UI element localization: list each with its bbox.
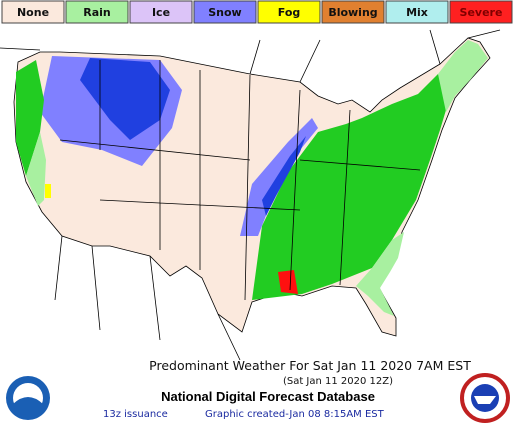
nws-logo (460, 373, 510, 423)
legend-swatch (193, 0, 257, 24)
legend-swatch (129, 0, 193, 24)
rain-west (16, 60, 44, 176)
legend-swatch (385, 0, 449, 24)
fog-area (45, 184, 51, 198)
legend-label: Ice (152, 6, 170, 19)
rain-light-west (26, 132, 46, 206)
rain-light-east (356, 232, 404, 316)
legend-swatch (65, 0, 129, 24)
legend-swatch (321, 0, 385, 24)
map-title: Predominant Weather For Sat Jan 11 2020 … (149, 358, 471, 373)
noaa-logo (6, 376, 50, 420)
database-name: National Digital Forecast Database (161, 389, 375, 404)
map (0, 29, 501, 361)
legend-label: Fog (278, 6, 301, 19)
issuance: 13z issuance (103, 409, 168, 420)
snow-band-dark (262, 136, 306, 216)
legend-swatch (1, 0, 65, 24)
legend-label: None (17, 6, 49, 19)
legend-label: Snow (208, 6, 241, 19)
mexico-border (54, 235, 241, 361)
legend-label: Severe (460, 6, 503, 19)
legend-label: Rain (83, 6, 111, 19)
legend-swatch (257, 0, 321, 24)
rain-east (252, 74, 452, 300)
legend-label: Blowing (328, 6, 377, 19)
map-subtitle: (Sat Jan 11 2020 12Z) (283, 376, 393, 387)
canada-border (0, 29, 501, 83)
legend: None Rain Ice Snow Fog Blowing Mix Severe (1, 0, 513, 24)
rain-light-ne (438, 40, 488, 112)
snow-west-dark (80, 58, 170, 140)
created-time: Graphic created-Jan 08 8:15AM EST (205, 409, 385, 420)
legend-label: Mix (406, 6, 428, 19)
state-lines (59, 60, 421, 301)
legend-swatch (449, 0, 513, 24)
severe-area (278, 270, 298, 294)
